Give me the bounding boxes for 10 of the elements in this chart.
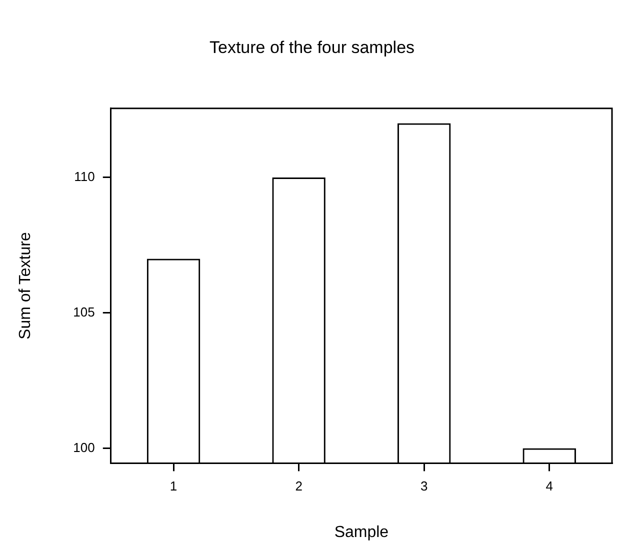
- y-tick-label: 105: [73, 304, 95, 320]
- x-tick-label: 4: [546, 478, 553, 494]
- x-axis-title: Sample: [334, 524, 389, 541]
- y-axis-title: Sum of Texture: [17, 232, 34, 340]
- x-tick-label: 3: [420, 478, 428, 494]
- chart-title: Texture of the four samples: [209, 38, 415, 57]
- y-tick-label: 100: [73, 440, 95, 455]
- x-tick-label: 2: [295, 478, 302, 494]
- x-tick-label: 1: [170, 478, 178, 494]
- y-tick-label: 110: [74, 169, 95, 184]
